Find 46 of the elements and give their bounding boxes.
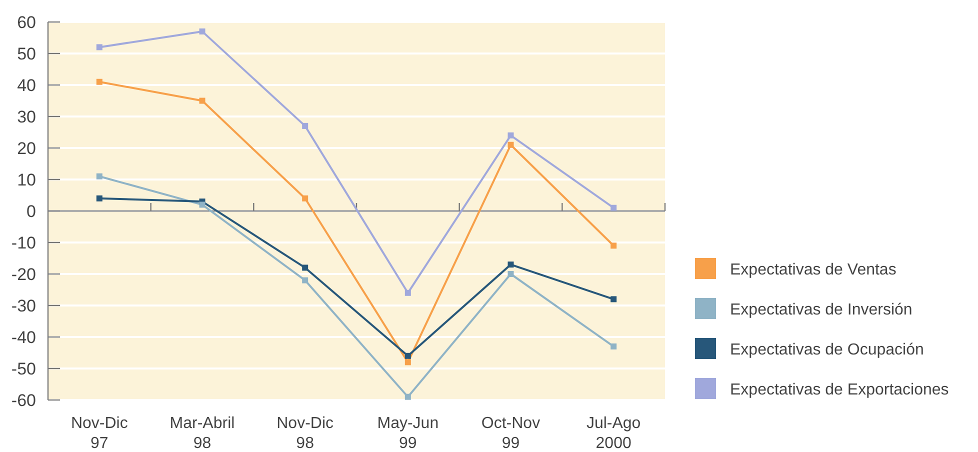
legend-label: Expectativas de Exportaciones <box>730 382 949 399</box>
y-tick-label: 40 <box>17 76 36 95</box>
y-tick-label: 10 <box>17 170 36 190</box>
point <box>96 195 102 202</box>
point <box>96 78 102 85</box>
point <box>199 202 206 208</box>
y-tick-label: 20 <box>17 138 36 158</box>
y-tick-label: 60 <box>17 12 36 32</box>
point <box>508 142 514 148</box>
x-tick-label: Oct-Nov 99 <box>481 415 540 452</box>
x-tick-label: May-Jun 99 <box>377 415 439 452</box>
legend-label: Expectativas de Ventas <box>730 262 896 279</box>
y-tick-label: -20 <box>11 264 36 284</box>
point <box>404 352 411 359</box>
x-tick-label: Nov-Dic 97 <box>70 415 128 452</box>
point <box>610 204 617 211</box>
point <box>404 290 411 296</box>
legend-label: Expectativas de Ocupación <box>730 342 924 359</box>
point <box>508 262 514 268</box>
x-tick-label: Jul-Ago 2000 <box>586 415 641 452</box>
point <box>610 242 617 249</box>
point <box>610 296 617 302</box>
y-tick-label: 0 <box>26 202 36 221</box>
y-tick-label: -30 <box>11 296 36 316</box>
point <box>404 359 411 366</box>
y-tick-label: 30 <box>17 107 36 126</box>
point <box>199 98 206 104</box>
y-tick-label: 50 <box>17 44 36 64</box>
point <box>302 277 308 284</box>
x-tick-label: Nov-Dic 98 <box>276 415 334 452</box>
y-tick-label: -10 <box>11 233 36 252</box>
point <box>96 44 102 50</box>
x-tick-label: Mar-Abril 98 <box>170 415 235 452</box>
y-tick-label: -40 <box>11 328 36 347</box>
point <box>610 343 617 350</box>
point <box>508 271 514 277</box>
point <box>302 264 308 271</box>
point <box>404 394 411 400</box>
legend-label: Expectativas de Inversión <box>730 302 912 319</box>
y-tick-label: -50 <box>11 359 36 378</box>
y-tick-label: -60 <box>11 390 36 410</box>
point <box>508 132 514 138</box>
point <box>199 28 206 34</box>
point <box>302 195 308 202</box>
point <box>302 122 308 129</box>
point <box>96 173 102 180</box>
